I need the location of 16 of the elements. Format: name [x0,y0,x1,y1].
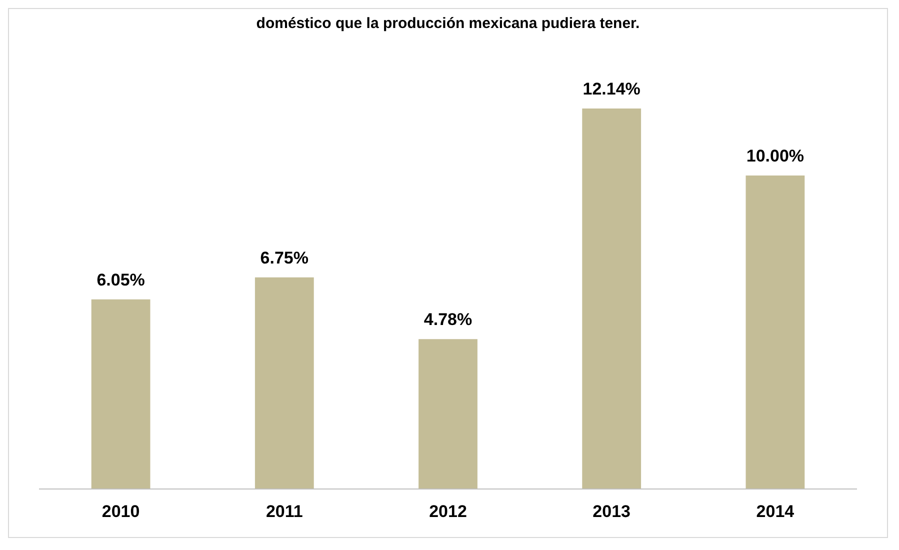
x-tick-label: 2012 [429,502,467,522]
x-tick-label: 2014 [756,502,795,522]
bar [582,108,642,489]
data-label: 6.05% [96,270,145,290]
bar [91,299,150,489]
x-tick-label: 2010 [102,502,140,522]
x-tick-label: 2013 [592,502,631,522]
data-label: 6.75% [260,248,308,268]
bar [746,176,805,489]
chart-title: doméstico que la producción mexicana pudiera tener. [255,14,641,34]
data-label: 12.14% [582,79,640,98]
bar [254,277,314,489]
data-label: 10.00% [746,146,804,166]
data-label: 4.78% [424,310,472,330]
bar [418,339,478,489]
x-tick-label: 2011 [266,502,303,522]
